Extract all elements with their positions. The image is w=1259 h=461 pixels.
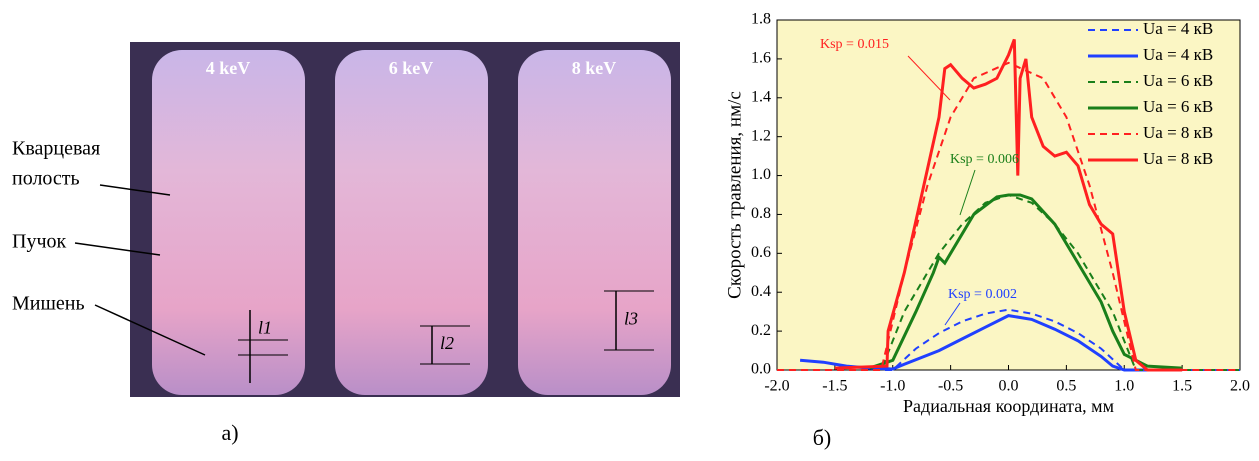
series-line [777, 308, 1240, 371]
tube [518, 50, 671, 395]
y-tick-label: 0.0 [751, 361, 771, 378]
annotation-leader [959, 169, 976, 216]
side-label: полость [12, 168, 80, 190]
y-tick-label: 1.4 [751, 88, 771, 105]
beam-label: 8 keV [572, 58, 617, 78]
legend-label: Ua = 6 кВ [1143, 71, 1213, 90]
x-tick-label: 0.0 [999, 378, 1019, 395]
side-label: Мишень [12, 293, 85, 315]
legend-label: Ua = 4 кВ [1143, 19, 1213, 38]
beam-label: 6 keV [389, 58, 434, 78]
annotation: Ksp = 0.002 [948, 287, 1017, 302]
length-label: l2 [440, 333, 454, 353]
panel-label: б) [813, 425, 832, 450]
annotation-leader [944, 302, 961, 326]
y-tick-label: 0.2 [751, 322, 771, 339]
x-tick-label: 1.5 [1172, 378, 1192, 395]
pointer [99, 184, 171, 196]
legend-label: Ua = 6 кВ [1143, 97, 1213, 116]
annotation: Ksp = 0.015 [820, 37, 889, 52]
y-tick-label: 0.8 [751, 205, 771, 222]
side-label: Пучок [12, 231, 67, 253]
legend-label: Ua = 4 кВ [1143, 45, 1213, 64]
pointer [94, 304, 206, 356]
panel-label: а) [221, 420, 238, 445]
y-tick-label: 1.8 [751, 11, 771, 28]
pointer [74, 242, 161, 256]
x-tick-label: 2.0 [1230, 378, 1250, 395]
x-tick-label: 0.5 [1056, 378, 1076, 395]
tube [152, 50, 305, 395]
series-line [869, 193, 1183, 370]
length-label: l1 [258, 318, 272, 338]
x-tick-label: 1.0 [1114, 378, 1134, 395]
y-tick-label: 1.0 [751, 166, 771, 183]
legend-label: Ua = 8 кВ [1143, 123, 1213, 142]
y-axis-label: Скорость травления, нм/с [724, 91, 745, 299]
x-tick-label: -1.5 [822, 378, 847, 395]
x-tick-label: -0.5 [938, 378, 963, 395]
x-tick-label: -2.0 [764, 378, 789, 395]
y-tick-label: 1.2 [751, 127, 771, 144]
x-tick-label: -1.0 [880, 378, 905, 395]
y-tick-label: 1.6 [751, 50, 771, 67]
x-axis-label: Радиальная координата, мм [903, 396, 1114, 416]
y-tick-label: 0.6 [751, 244, 771, 261]
side-label: Кварцевая [12, 138, 100, 160]
tube [335, 50, 488, 395]
legend-label: Ua = 8 кВ [1143, 149, 1213, 168]
beam-label: 4 keV [206, 58, 251, 78]
y-tick-label: 0.4 [751, 283, 771, 300]
annotation: Ksp = 0.006 [950, 152, 1019, 167]
length-label: l3 [624, 309, 638, 329]
series-line [834, 38, 1183, 372]
annotation-leader [907, 55, 951, 101]
